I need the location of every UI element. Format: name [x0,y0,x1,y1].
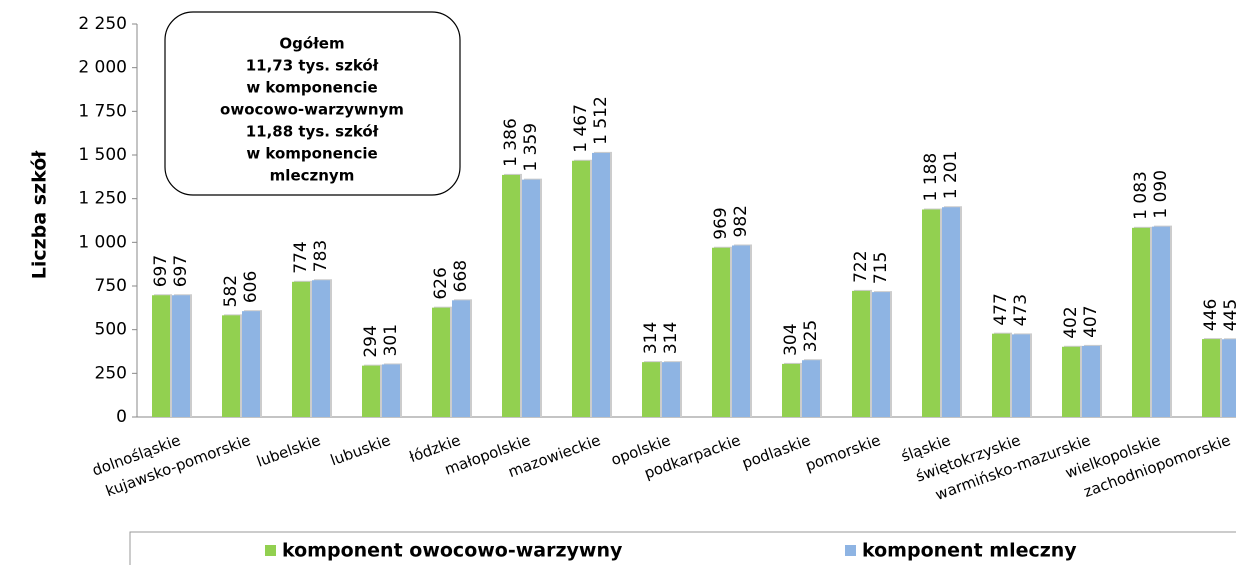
bar [922,209,940,417]
bar [1062,346,1080,417]
data-label: 697 [151,255,171,287]
annotation-line: w komponencie [246,145,377,163]
data-label: 1 188 [921,153,941,202]
bar [382,364,400,417]
x-tick-label: podlaskie [740,431,813,472]
bar [872,292,890,417]
legend-box [129,531,1236,565]
bar [572,160,590,417]
data-label: 325 [801,320,821,352]
bar [662,362,680,417]
legend-label: komponent owocowo-warzywny [282,540,623,562]
bar [782,363,800,417]
data-label: 1 512 [591,96,611,145]
bar [522,179,540,417]
data-label: 783 [311,240,331,272]
bar [1132,227,1150,417]
bar [592,152,610,418]
y-tick-label: 500 [95,320,127,340]
bar [732,245,750,417]
y-tick-label: 1 000 [78,232,127,252]
annotation-box [164,11,461,196]
y-tick-label: 1 750 [78,101,127,121]
bar [502,174,520,417]
data-label: 314 [641,322,661,354]
bar [152,295,170,417]
data-label: 294 [361,325,381,357]
data-label: 606 [241,271,261,303]
data-label: 582 [221,275,241,307]
bar [942,207,960,417]
annotation-line: owocowo-warzywnym [220,101,404,119]
data-label: 697 [171,255,191,287]
data-label: 1 359 [521,123,541,172]
data-label: 715 [871,252,891,284]
y-tick-label: 750 [95,276,127,296]
data-label: 446 [1201,299,1221,331]
bar [222,315,240,417]
data-label: 477 [991,293,1011,325]
data-label: 774 [291,241,311,273]
data-label: 668 [451,260,471,292]
annotation-line: 11,88 tys. szkół [246,123,379,141]
data-label: 1 083 [1131,171,1151,220]
legend-marker [845,545,856,556]
bar [1222,339,1236,417]
annotation-line: 11,73 tys. szkół [246,57,379,75]
legend-marker [265,545,276,556]
data-label: 626 [431,267,451,299]
data-label: 982 [731,205,751,237]
x-tick-label: lubelskie [254,431,323,471]
bar [992,333,1010,417]
bar [712,247,730,417]
data-label: 1 386 [501,118,521,167]
bar [642,362,660,417]
data-label: 402 [1061,306,1081,338]
bar [362,365,380,417]
bar [1152,226,1170,417]
annotation-line: Ogółem [279,35,344,53]
y-tick-label: 2 250 [78,14,127,34]
data-label: 722 [851,250,871,282]
bar [1202,339,1220,417]
legend-label: komponent mleczny [862,540,1077,562]
bar [242,311,260,417]
data-label: 407 [1081,305,1101,337]
annotation-line: mlecznym [270,167,355,185]
bar [292,281,310,417]
bar [312,280,330,417]
data-label: 1 467 [571,104,591,153]
data-label: 473 [1011,294,1031,326]
annotation-line: w komponencie [246,79,377,97]
bar [802,360,820,417]
data-label: 969 [711,207,731,239]
bar [432,307,450,417]
y-tick-label: 0 [116,407,127,427]
bar [172,295,190,417]
bar [1082,345,1100,417]
data-label: 314 [661,322,681,354]
y-tick-label: 1 500 [78,145,127,165]
bar [852,290,870,417]
data-label: 1 201 [941,151,961,200]
x-tick-label: pomorskie [803,431,883,475]
data-label: 1 090 [1151,170,1171,219]
data-label: 304 [781,323,801,355]
x-tick-label: lubuskie [328,431,393,469]
y-axis-title: Liczba szkół [29,150,51,280]
bar [1012,334,1030,417]
y-tick-label: 250 [95,363,127,383]
data-label: 301 [381,324,401,356]
y-tick-label: 2 000 [78,58,127,78]
y-tick-label: 1 250 [78,189,127,209]
data-label: 445 [1221,299,1236,331]
bar [452,300,470,417]
